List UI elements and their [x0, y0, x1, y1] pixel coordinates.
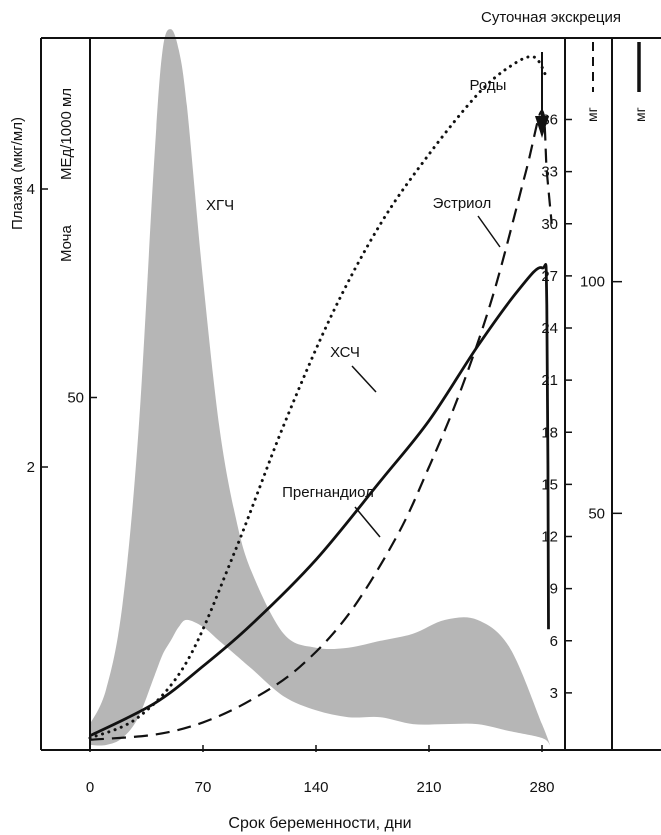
dashed-mg-tick-label: 12 — [541, 529, 558, 546]
hcg-band — [90, 29, 551, 746]
dashed-mg-tick-label: 3 — [550, 685, 558, 702]
x-tick-label: 210 — [416, 779, 441, 796]
urine-axis-label: Моча — [58, 225, 75, 262]
plasma-tick-label: 4 — [27, 181, 35, 198]
pregnanediol-line — [89, 263, 550, 737]
birth-arrow-head — [535, 116, 549, 138]
solid-mg-tick-label: 50 — [588, 505, 605, 522]
plasma-axis-label: Плазма (мкг/мл) — [9, 117, 26, 230]
hcs-series-label-group: ХСЧ — [330, 344, 377, 393]
hcg-band-layer — [90, 29, 551, 746]
hcs-line — [88, 55, 549, 740]
dashed-mg-tick-label: 24 — [541, 320, 558, 337]
estriol-leader-line — [477, 215, 501, 248]
x-tick-label: 140 — [303, 779, 328, 796]
dashed-mg-tick-label: 36 — [541, 112, 558, 129]
dashed-mg-tick-label: 9 — [550, 581, 558, 598]
dashed-mg-tick-label: 15 — [541, 476, 558, 493]
urine-tick-label: 50 — [67, 390, 84, 407]
urine-unit-label: МЕд/1000 мл — [58, 88, 75, 180]
birth-label: Роды — [470, 77, 507, 94]
pregnanediol-leader-line — [354, 506, 381, 538]
pregnanediol-series-label-group: Прегнандиол — [282, 484, 381, 538]
x-axis-label: Срок беременности, дни — [228, 815, 411, 832]
dashed-mg-tick-label: 21 — [541, 372, 558, 389]
solid-mg-tick-label: 100 — [580, 274, 605, 291]
dashed-mg-tick-label: 6 — [550, 633, 558, 650]
dashed-mg-tick-label: 33 — [541, 164, 558, 181]
plasma-tick-label: 2 — [27, 459, 35, 476]
dashed-mg-tick-label: 30 — [541, 216, 558, 233]
hcg-series-label: ХГЧ — [206, 197, 234, 214]
dashed-mg-tick-label: 27 — [541, 268, 558, 285]
pregnanediol-series-label: Прегнандиол — [282, 484, 374, 501]
hcs-leader-line — [351, 365, 377, 393]
series-lines-layer — [88, 55, 553, 741]
x-tick-label: 0 — [86, 779, 94, 796]
solid-unit-label: мг — [632, 107, 648, 122]
right-solid-unit: мг — [632, 42, 648, 122]
plasma-axis-ticks: 42 — [27, 181, 48, 476]
dashed-mg-tick-label: 18 — [541, 424, 558, 441]
dashed-unit-label: мг — [584, 107, 600, 122]
estriol-series-label-group: Эстриол — [433, 195, 501, 248]
estriol-series-label: Эстриол — [433, 195, 492, 212]
hcs-series-label: ХСЧ — [330, 344, 360, 361]
x-tick-label: 70 — [195, 779, 212, 796]
urine-axis-ticks: 50 — [67, 390, 97, 407]
chart-header: Суточная экскреция — [481, 9, 621, 26]
x-tick-label: 280 — [529, 779, 554, 796]
right-dashed-unit: мг — [584, 42, 600, 122]
solid-mg-axis-ticks: 50 100 — [580, 274, 622, 522]
x-axis-ticks: 0 70 140 210 280 — [86, 745, 555, 796]
